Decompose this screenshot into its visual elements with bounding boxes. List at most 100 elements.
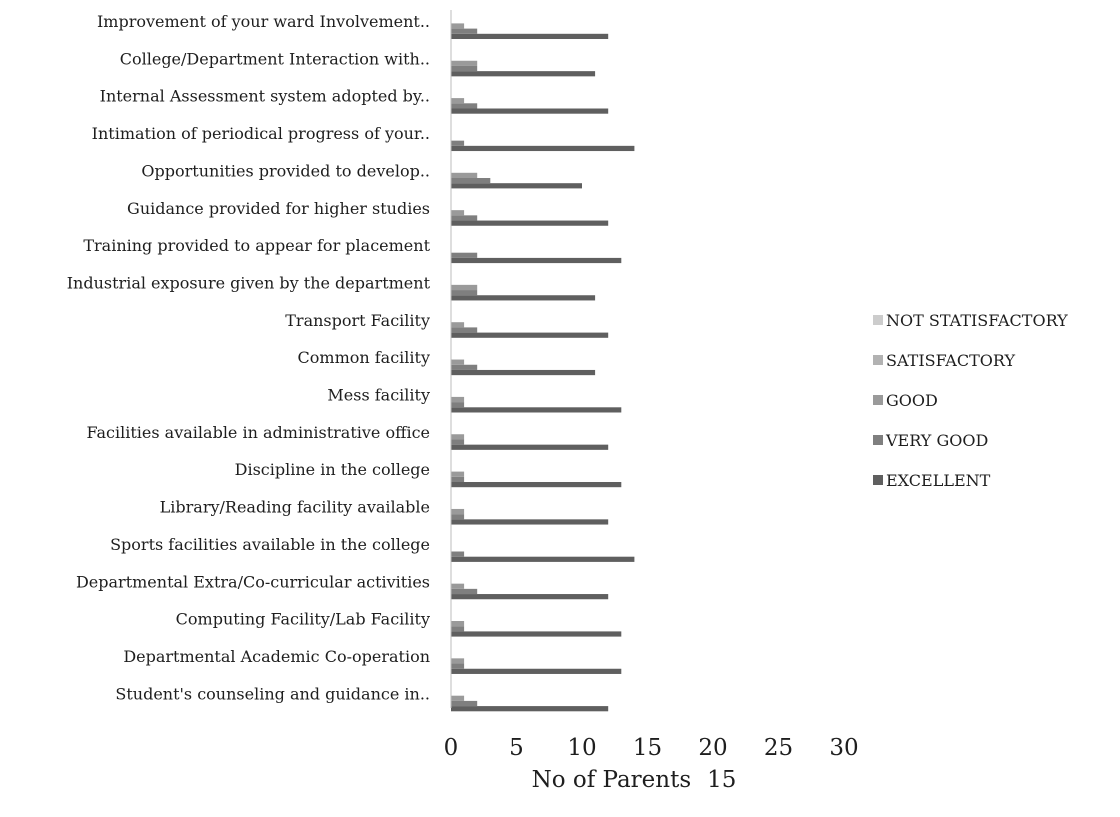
category-label: Student's counseling and guidance in.. (115, 684, 430, 703)
category-label: Transport Facility (285, 311, 430, 330)
category-label: Guidance provided for higher studies (127, 199, 430, 218)
x-tick-label: 10 (567, 735, 596, 761)
category-label: Sports facilities available in the colle… (110, 535, 430, 554)
category-label: Training provided to appear for placemen… (83, 236, 430, 255)
category-label: Common facility (298, 348, 430, 367)
bar-good (451, 359, 465, 365)
legend-swatch (873, 395, 883, 405)
bar-good (451, 98, 465, 104)
category-label: Discipline in the college (235, 460, 430, 479)
bar-excellent (451, 482, 622, 488)
bar-good (451, 695, 465, 701)
x-axis-title-text: No of Parents (532, 767, 692, 793)
bar-excellent (451, 33, 609, 39)
bar-very-good (451, 476, 465, 482)
legend-label: SATISFACTORY (886, 351, 1015, 370)
bar-excellent (451, 145, 635, 152)
bar-excellent (451, 407, 622, 413)
bar-very-good (451, 215, 478, 221)
category-label: Intimation of periodical progress of you… (92, 124, 430, 143)
legend-swatch (873, 355, 883, 365)
bar-excellent (451, 594, 609, 600)
category-label: Departmental Academic Co-operation (123, 647, 430, 666)
bar-very-good (451, 364, 478, 370)
bar-very-good (451, 290, 478, 296)
bar-good (451, 322, 465, 328)
category-label: Industrial exposure given by the departm… (67, 273, 431, 292)
bar-excellent (451, 108, 609, 114)
bar-good (451, 658, 465, 664)
x-tick-label: 15 (633, 735, 662, 761)
bar-very-good (451, 551, 465, 557)
legend-label: EXCELLENT (886, 471, 991, 490)
bar-excellent (451, 668, 622, 674)
bar-good (451, 284, 478, 291)
legend-item-good: GOOD (873, 391, 938, 410)
category-label: Departmental Extra/Co-curricular activit… (76, 572, 430, 591)
bar-good (451, 23, 465, 29)
legend-item-satisfactory: SATISFACTORY (873, 351, 1015, 370)
bar-very-good (451, 65, 478, 72)
bar-good (451, 583, 465, 589)
legend-swatch (873, 475, 883, 485)
bar-excellent (451, 556, 635, 562)
bar-very-good (451, 626, 465, 632)
legend: NOT STATISFACTORY SATISFACTORY GOOD VERY GO… (873, 311, 1068, 490)
bar-excellent (451, 183, 582, 189)
bar-very-good (451, 178, 491, 184)
bar-very-good (451, 402, 465, 408)
bar-very-good (451, 588, 478, 595)
bar-very-good (451, 252, 478, 258)
legend-label: GOOD (886, 391, 938, 410)
x-axis-title-suffix: 15 (707, 767, 736, 793)
bar-excellent (451, 332, 609, 338)
x-tick-label: 5 (509, 735, 524, 761)
x-axis-title: No of Parents 15 (532, 767, 737, 793)
category-label: Computing Facility/Lab Facility (176, 610, 430, 629)
bar-very-good (451, 28, 478, 34)
bar-excellent (451, 444, 609, 450)
bars-group (451, 23, 635, 712)
bar-good (451, 434, 465, 440)
bar-good (451, 471, 465, 477)
legend-item-very-good: VERY GOOD (873, 431, 988, 450)
bar-very-good (451, 140, 465, 146)
category-label: Improvement of your ward Involvement.. (97, 12, 430, 31)
bar-excellent (451, 631, 622, 637)
bar-good (451, 621, 465, 627)
bar-good (451, 396, 465, 403)
category-label: Internal Assessment system adopted by.. (100, 87, 430, 106)
bar-very-good (451, 327, 478, 333)
legend-swatch (873, 435, 883, 445)
bar-very-good (451, 439, 465, 445)
category-label: Library/Reading facility available (160, 498, 430, 517)
legend-label: NOT STATISFACTORY (886, 311, 1068, 330)
x-tick-label: 0 (444, 735, 459, 761)
bar-very-good (451, 663, 465, 669)
category-label: Facilities available in administrative o… (87, 423, 431, 442)
bar-excellent (451, 257, 622, 264)
legend-swatch (873, 315, 883, 325)
x-tick-label: 25 (764, 735, 793, 761)
x-axis-ticks: 0 5 10 15 20 25 30 (444, 735, 859, 761)
bar-very-good (451, 700, 478, 707)
bar-good (451, 210, 465, 216)
legend-item-not-statisfactory: NOT STATISFACTORY (873, 311, 1068, 330)
legend-label: VERY GOOD (885, 431, 988, 450)
bar-excellent (451, 369, 596, 376)
bar-excellent (451, 706, 609, 712)
bar-excellent (451, 220, 609, 226)
legend-item-excellent: EXCELLENT (873, 471, 991, 490)
bar-excellent (451, 519, 609, 525)
bar-excellent (451, 71, 596, 77)
category-label: Mess facility (327, 386, 430, 405)
bar-very-good (451, 103, 478, 109)
bar-good (451, 60, 478, 66)
x-tick-label: 30 (829, 735, 858, 761)
category-labels: Student's counseling and guidance in.. De… (67, 12, 431, 703)
bar-excellent (451, 295, 596, 301)
bar-good (451, 508, 465, 515)
category-label: Opportunities provided to develop.. (141, 161, 430, 180)
x-tick-label: 20 (698, 735, 727, 761)
